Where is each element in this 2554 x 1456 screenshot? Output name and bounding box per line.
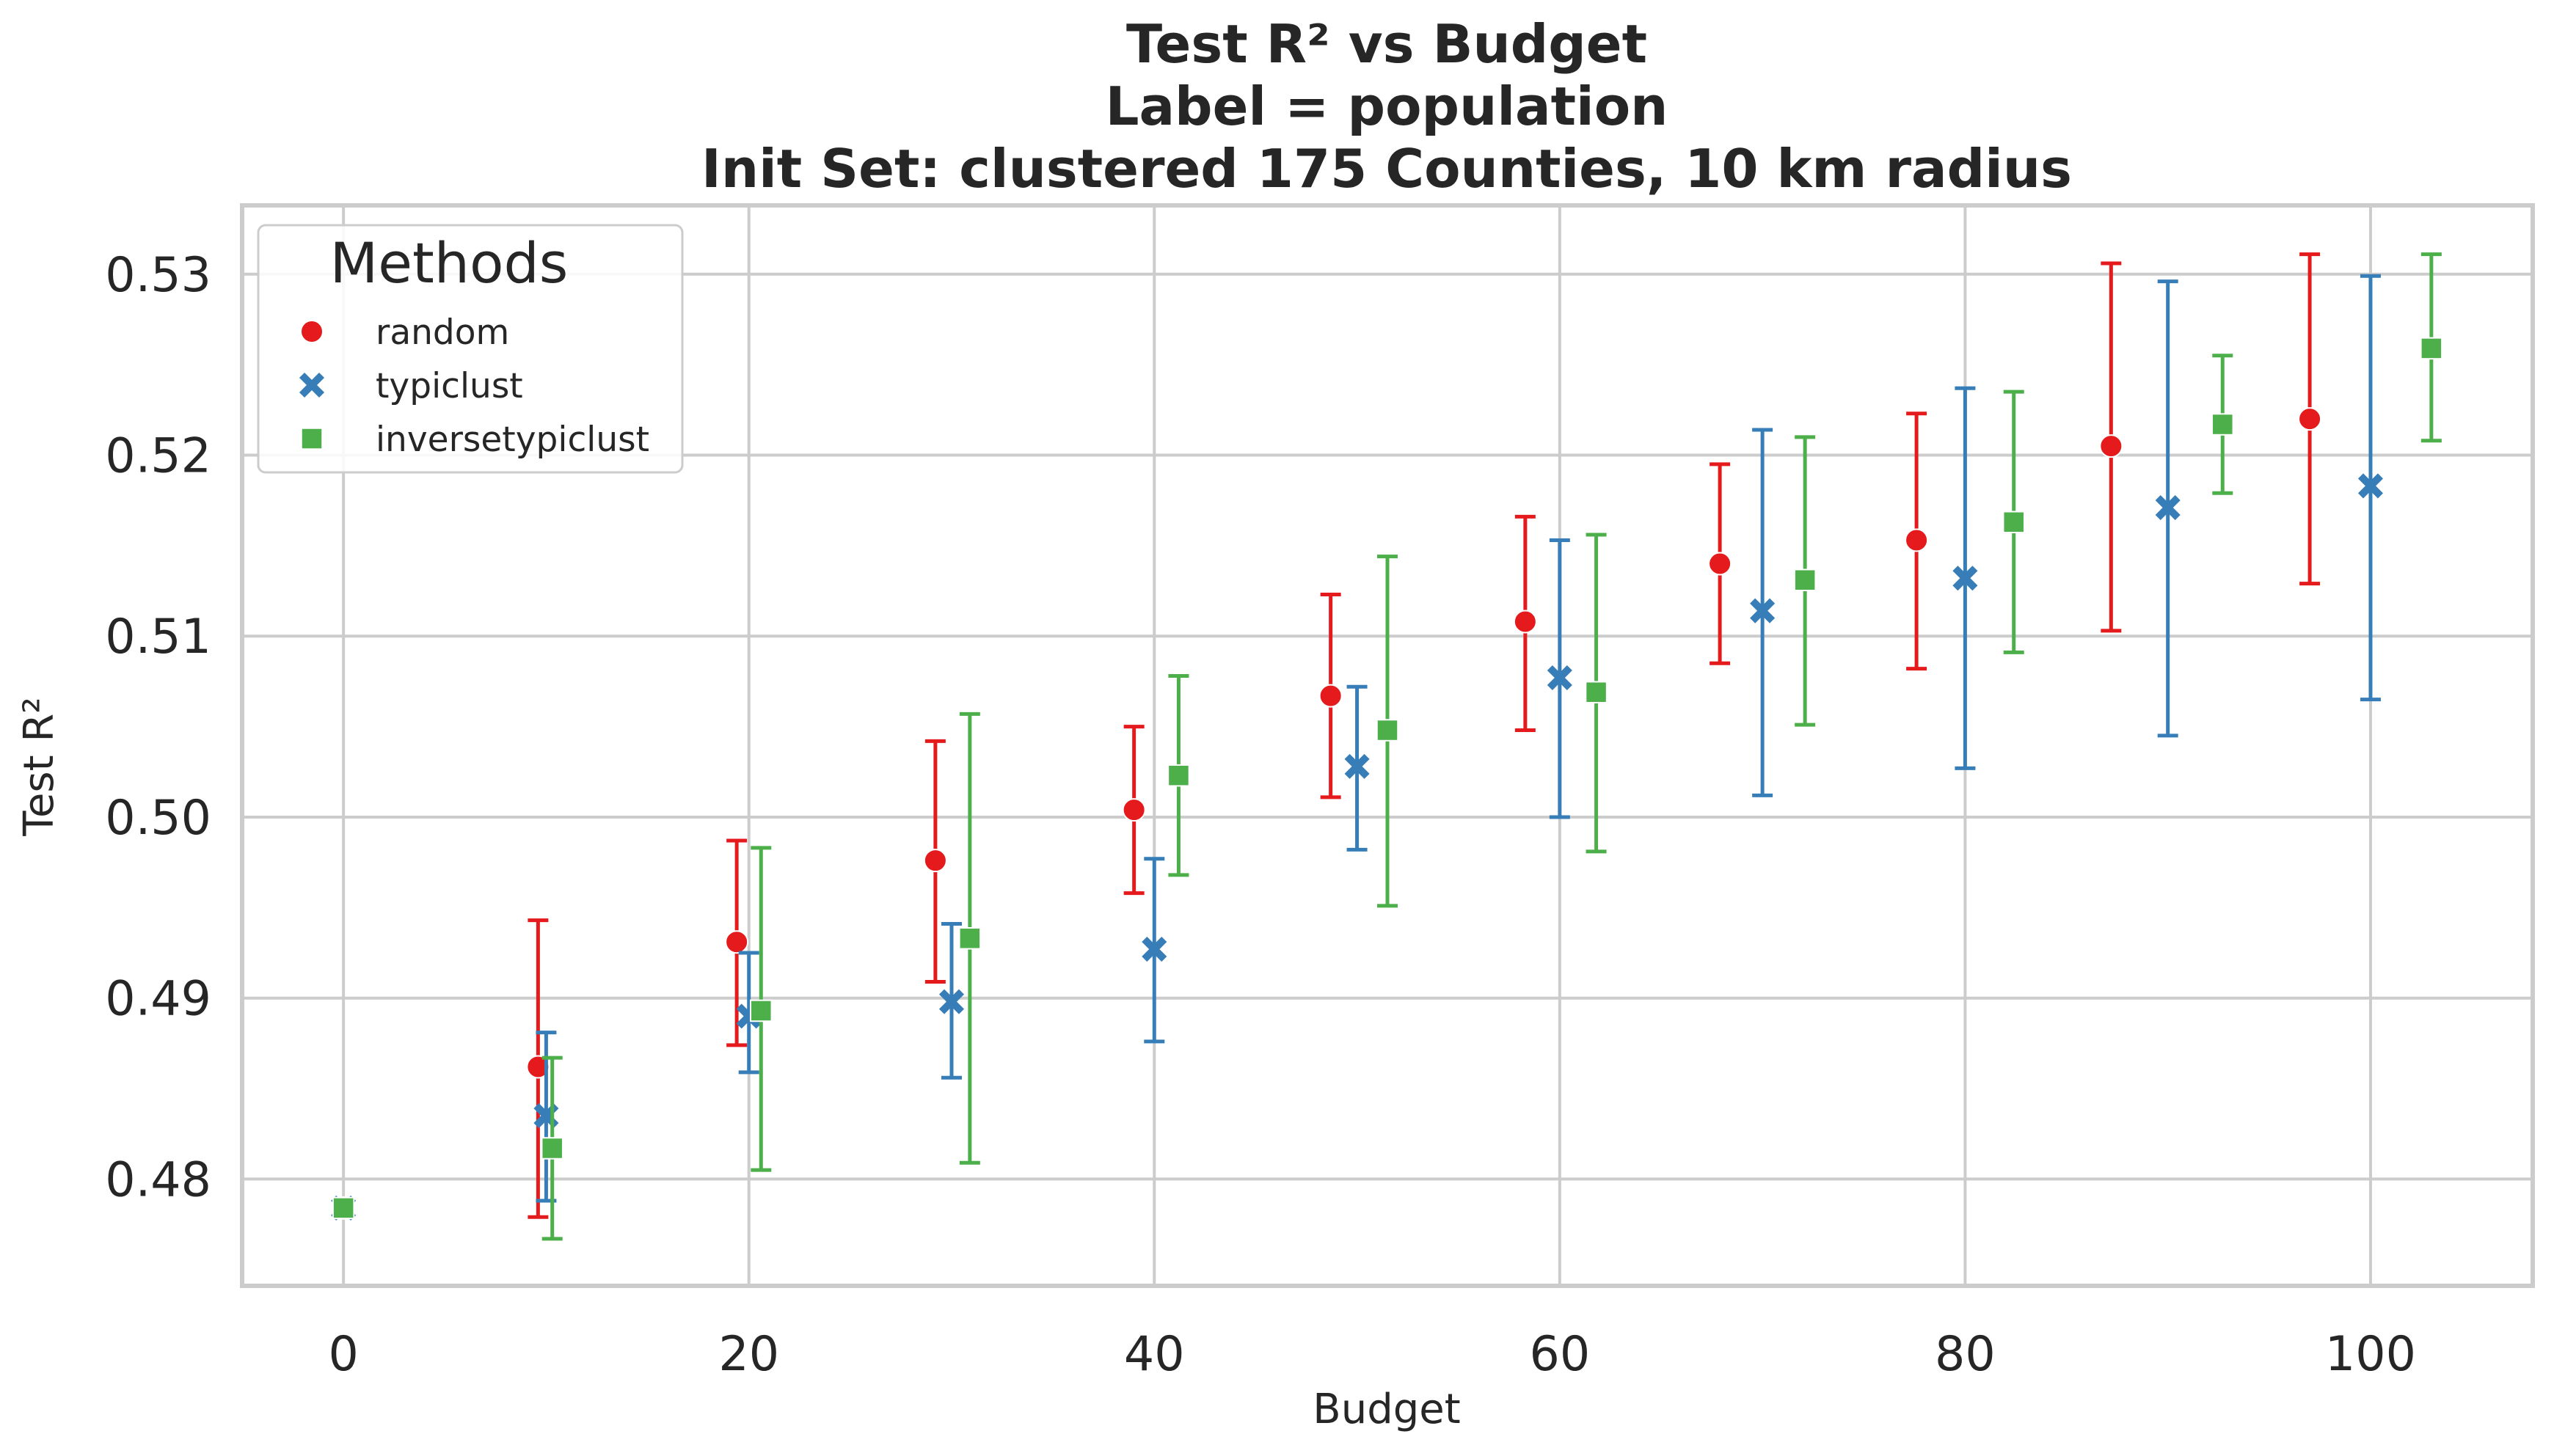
series-random bbox=[332, 252, 2322, 1220]
data-point bbox=[526, 1055, 550, 1079]
legend-label: typiclust bbox=[376, 366, 523, 406]
data-point bbox=[332, 1196, 355, 1220]
data-point bbox=[2099, 434, 2123, 458]
series-layer bbox=[331, 252, 2443, 1241]
legend-label: inversetypiclust bbox=[376, 420, 649, 460]
data-point bbox=[1167, 764, 1190, 787]
data-point bbox=[1318, 684, 1343, 708]
data-point bbox=[1585, 681, 1608, 703]
y-tick-label: 0.53 bbox=[105, 248, 211, 303]
plot-area-frame bbox=[240, 203, 2535, 1288]
y-tick-label: 0.52 bbox=[105, 428, 211, 483]
data-point bbox=[2155, 495, 2181, 521]
x-tick-label: 100 bbox=[2325, 1327, 2416, 1382]
data-point bbox=[725, 930, 749, 954]
data-point bbox=[2420, 337, 2443, 360]
x-axis-label: Budget bbox=[1313, 1386, 1460, 1433]
y-tick-label: 0.51 bbox=[105, 610, 211, 665]
x-axis-ticks: 0 20 40 60 80 100 bbox=[328, 1327, 2416, 1382]
data-point bbox=[1513, 610, 1537, 634]
data-point bbox=[541, 1137, 563, 1160]
data-point bbox=[923, 849, 947, 873]
legend-title: Methods bbox=[330, 230, 569, 296]
y-tick-label: 0.50 bbox=[105, 791, 211, 846]
data-point bbox=[1376, 719, 1399, 742]
legend-box bbox=[257, 224, 684, 474]
y-axis-ticks: 0.48 0.49 0.50 0.51 0.52 0.53 bbox=[105, 248, 211, 1208]
data-point bbox=[958, 927, 982, 950]
x-tick-label: 80 bbox=[1935, 1327, 1996, 1382]
x-tick-label: 20 bbox=[718, 1327, 779, 1382]
data-point bbox=[300, 427, 324, 450]
legend: Methods random typiclust inversetypiclust bbox=[257, 224, 684, 474]
y-tick-label: 0.49 bbox=[105, 972, 211, 1027]
x-tick-label: 40 bbox=[1124, 1327, 1185, 1382]
x-tick-label: 60 bbox=[1529, 1327, 1590, 1382]
chart-title: Test R² vs Budget Label = population Ini… bbox=[701, 13, 2072, 200]
data-point bbox=[300, 320, 324, 343]
series-inversetypiclust bbox=[332, 252, 2443, 1241]
legend-item-random: random bbox=[300, 312, 509, 353]
data-point bbox=[1952, 566, 1978, 591]
data-point bbox=[1142, 937, 1167, 962]
data-point bbox=[750, 999, 773, 1023]
y-axis-label: Test R² bbox=[15, 697, 63, 836]
x-tick-label: 0 bbox=[328, 1327, 358, 1382]
legend-label: random bbox=[376, 312, 509, 353]
series-typiclust bbox=[331, 274, 2384, 1221]
data-point bbox=[1905, 528, 1929, 552]
data-point bbox=[1122, 798, 1146, 822]
legend-item-typiclust: typiclust bbox=[299, 366, 523, 406]
data-point bbox=[2002, 511, 2025, 534]
title-line-2: Label = population bbox=[1106, 76, 1668, 137]
legend-item-inversetypiclust: inversetypiclust bbox=[300, 420, 649, 460]
data-point bbox=[1793, 568, 1817, 591]
legend-items: random typiclust inversetypiclust bbox=[299, 312, 649, 460]
title-line-1: Test R² vs Budget bbox=[1126, 13, 1647, 75]
data-point bbox=[2357, 473, 2384, 499]
data-point bbox=[299, 372, 325, 398]
data-point bbox=[1547, 665, 1572, 691]
y-tick-label: 0.48 bbox=[105, 1152, 211, 1207]
data-point bbox=[2298, 407, 2322, 431]
data-point bbox=[1750, 598, 1776, 623]
data-point bbox=[938, 989, 965, 1014]
title-line-3: Init Set: clustered 175 Counties, 10 km … bbox=[701, 138, 2072, 200]
data-point bbox=[2211, 413, 2234, 436]
data-point bbox=[1708, 552, 1732, 576]
data-point bbox=[1344, 753, 1370, 779]
